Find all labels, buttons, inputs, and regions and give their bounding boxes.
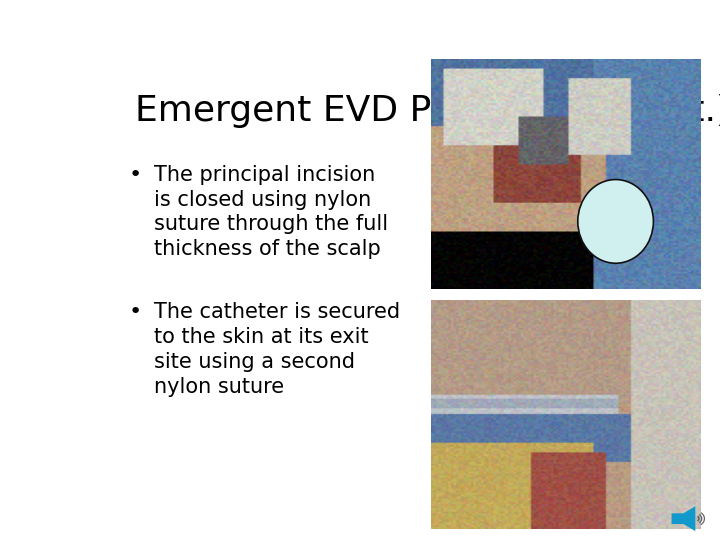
Text: suture through the full: suture through the full	[154, 214, 388, 234]
Text: Emergent EVD Placement (cont.): Emergent EVD Placement (cont.)	[135, 94, 720, 128]
Text: is closed using nylon: is closed using nylon	[154, 190, 372, 210]
Polygon shape	[672, 506, 696, 531]
Text: The principal incision: The principal incision	[154, 165, 375, 185]
Text: to the skin at its exit: to the skin at its exit	[154, 327, 369, 347]
Text: •: •	[129, 302, 143, 322]
Text: site using a second: site using a second	[154, 352, 355, 372]
Text: The catheter is secured: The catheter is secured	[154, 302, 400, 322]
Text: •: •	[129, 165, 143, 185]
Text: thickness of the scalp: thickness of the scalp	[154, 239, 381, 259]
Text: nylon suture: nylon suture	[154, 377, 284, 397]
